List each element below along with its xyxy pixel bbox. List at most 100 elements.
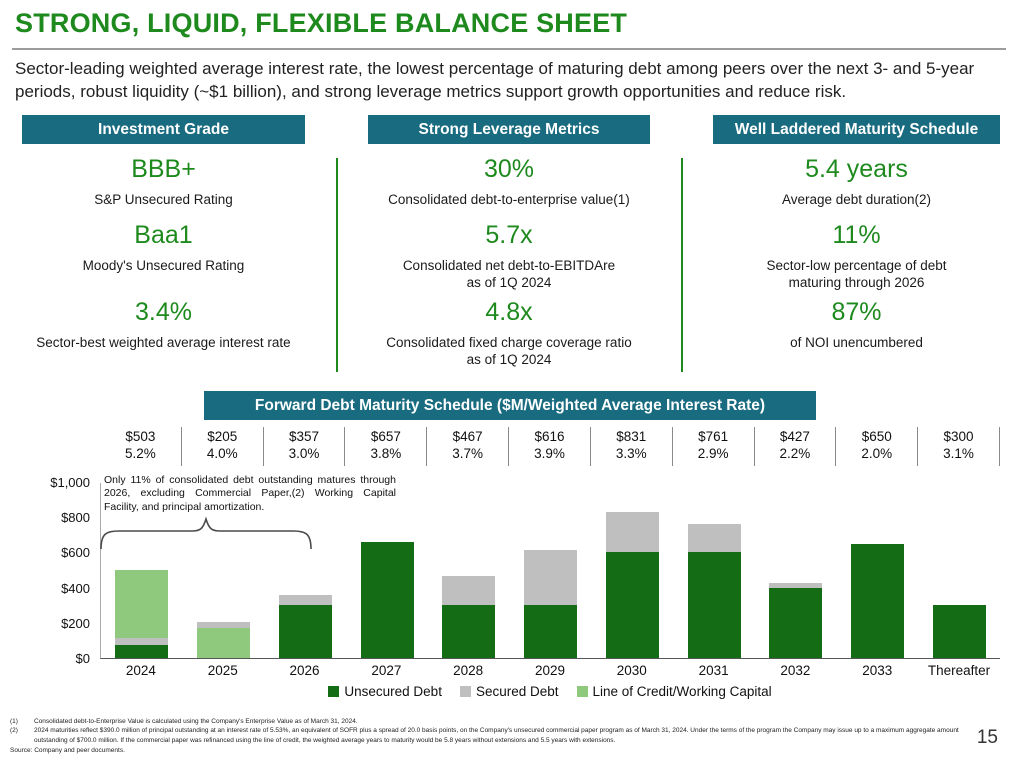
- bar-segment-line-of-credit-working-capital: [197, 628, 250, 658]
- maturity-amount: $657: [345, 428, 426, 445]
- maturity-rate: 5.2%: [100, 445, 181, 462]
- chart-annotation: Only 11% of consolidated debt outstandin…: [104, 474, 396, 514]
- stat-block: 4.8x Consolidated fixed charge coverage r…: [368, 298, 650, 369]
- stat-value: 5.4 years: [713, 155, 1000, 184]
- bar-segment-unsecured-debt: [606, 552, 659, 658]
- maturity-amount: $300: [918, 428, 999, 445]
- y-tick-label: $200: [61, 616, 90, 631]
- x-axis-label: 2028: [427, 663, 509, 678]
- maturity-cell: $2054.0%: [182, 427, 264, 466]
- bar-segment-secured-debt: [688, 524, 741, 552]
- maturity-amount: $357: [264, 428, 345, 445]
- bar-slot: [510, 483, 592, 658]
- x-axis-labels: 2024202520262027202820292030203120322033…: [100, 663, 1000, 678]
- bar-segment-unsecured-debt: [933, 605, 986, 658]
- x-axis-label: 2032: [755, 663, 837, 678]
- maturity-amount: $616: [509, 428, 590, 445]
- footnote: (1)Consolidated debt-to-Enterprise Value…: [10, 717, 972, 726]
- stat-label: Moody's Unsecured Rating: [22, 258, 305, 275]
- stat-value: BBB+: [22, 155, 305, 184]
- stat-block: 30%Consolidated debt-to-enterprise value…: [368, 155, 650, 209]
- y-tick-label: $0: [76, 651, 90, 666]
- maturity-cell: $6573.8%: [345, 427, 427, 466]
- x-axis-label: 2026: [264, 663, 346, 678]
- bar-thereafter: [933, 605, 986, 658]
- maturity-cell: $6502.0%: [836, 427, 918, 466]
- maturity-amount: $650: [836, 428, 917, 445]
- title-divider: [12, 48, 1006, 50]
- legend-swatch-icon: [577, 686, 588, 697]
- stat-label: Consolidated net debt-to-EBITDAre as of …: [368, 258, 650, 292]
- bar-slot: [837, 483, 919, 658]
- page-number: 15: [977, 727, 998, 749]
- maturity-rate: 2.2%: [755, 445, 836, 462]
- column-divider: [681, 158, 683, 372]
- y-tick-label: $600: [61, 545, 90, 560]
- source-line: Source: Company and peer documents.: [10, 746, 972, 755]
- column-divider: [336, 158, 338, 372]
- bar-segment-unsecured-debt: [769, 588, 822, 658]
- x-axis-label: 2025: [182, 663, 264, 678]
- stat-label: of NOI unencumbered: [713, 335, 1000, 352]
- bar-segment-unsecured-debt: [442, 605, 495, 658]
- stat-value: 11%: [713, 221, 1000, 250]
- x-axis-label: 2029: [509, 663, 591, 678]
- bar-2026: [279, 595, 332, 658]
- page-title: STRONG, LIQUID, FLEXIBLE BALANCE SHEET: [15, 8, 627, 39]
- maturity-rate: 2.9%: [673, 445, 754, 462]
- x-axis-label: 2033: [836, 663, 918, 678]
- maturity-rate: 3.0%: [264, 445, 345, 462]
- footnote-text: 2024 maturities reflect $390.0 million o…: [34, 726, 972, 745]
- stat-label: Consolidated fixed charge coverage ratio…: [368, 335, 650, 369]
- legend-item-unsecured-debt: Unsecured Debt: [328, 684, 442, 699]
- maturity-cell: $5035.2%: [100, 427, 182, 466]
- bar-segment-secured-debt: [442, 576, 495, 605]
- maturity-cell: $3003.1%: [918, 427, 1000, 466]
- footnote: (2) 2024 maturities reflect $390.0 millio…: [10, 726, 972, 745]
- metric-column-investment-grade: Investment Grade BBB+ S&P Unsecured Rating…: [22, 115, 305, 377]
- bar-segment-unsecured-debt: [688, 552, 741, 658]
- stat-value: 30%: [368, 155, 650, 184]
- maturity-amount: $427: [755, 428, 836, 445]
- bar-segment-unsecured-debt: [361, 542, 414, 658]
- bar-segment-secured-debt: [279, 595, 332, 605]
- legend-item-line-of-credit-working-capital: Line of Credit/Working Capital: [577, 684, 772, 699]
- bar-slot: [591, 483, 673, 658]
- maturity-table: $5035.2%$2054.0%$3573.0%$6573.8%$4673.7%…: [100, 427, 1000, 466]
- stat-value: 5.7x: [368, 221, 650, 250]
- legend-label: Unsecured Debt: [344, 684, 442, 699]
- bar-segment-line-of-credit-working-capital: [115, 570, 168, 638]
- stat-value: 4.8x: [368, 298, 650, 327]
- chart-legend: Unsecured DebtSecured DebtLine of Credit…: [100, 684, 1000, 699]
- y-tick-label: $1,000: [50, 475, 90, 490]
- bar-2029: [524, 550, 577, 658]
- bar-segment-unsecured-debt: [115, 645, 168, 658]
- column-header: Well Laddered Maturity Schedule: [713, 115, 1000, 144]
- maturity-amount: $503: [100, 428, 181, 445]
- x-axis-label: 2024: [100, 663, 182, 678]
- stat-block: 5.4 yearsAverage debt duration(2): [713, 155, 1000, 209]
- stat-label: S&P Unsecured Rating: [22, 192, 305, 209]
- stat-label: Sector-best weighted average interest ra…: [22, 335, 305, 352]
- stat-block: 11% Sector-low percentage of debt maturin…: [713, 221, 1000, 292]
- footnotes: (1)Consolidated debt-to-Enterprise Value…: [10, 717, 972, 756]
- maturity-rate: 3.9%: [509, 445, 590, 462]
- footnote-marker: (2): [10, 726, 28, 745]
- bar-2028: [442, 576, 495, 658]
- y-tick-label: $800: [61, 510, 90, 525]
- stat-label: Sector-low percentage of debt maturing t…: [713, 258, 1000, 292]
- bar-2032: [769, 583, 822, 658]
- stat-block: Baa1Moody's Unsecured Rating: [22, 221, 305, 275]
- column-header: Investment Grade: [22, 115, 305, 144]
- maturity-rate: 3.3%: [591, 445, 672, 462]
- bar-segment-secured-debt: [606, 512, 659, 553]
- x-axis-label: Thereafter: [918, 663, 1000, 678]
- maturity-banner: Forward Debt Maturity Schedule ($M/Weigh…: [204, 391, 816, 420]
- footnote-text: Consolidated debt-to-Enterprise Value is…: [34, 717, 358, 726]
- bar-slot: [918, 483, 1000, 658]
- bar-segment-unsecured-debt: [279, 605, 332, 658]
- maturity-amount: $831: [591, 428, 672, 445]
- stat-block: BBB+ S&P Unsecured Rating: [22, 155, 305, 209]
- legend-swatch-icon: [460, 686, 471, 697]
- maturity-amount: $761: [673, 428, 754, 445]
